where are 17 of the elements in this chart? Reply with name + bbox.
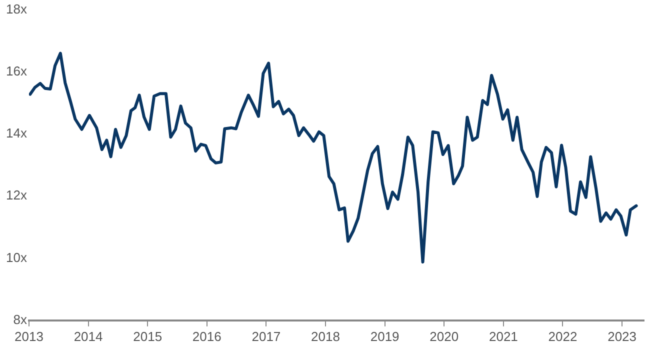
x-tick-label: 2021: [488, 328, 518, 344]
x-tick-label: 2022: [548, 328, 578, 344]
y-tick-label: 10x: [6, 250, 28, 265]
y-tick-label: 8x: [13, 312, 28, 327]
x-tick-label: 2016: [192, 328, 222, 344]
y-tick-label: 12x: [6, 188, 28, 203]
y-tick-label: 18x: [6, 1, 28, 16]
x-tick-label: 2017: [252, 328, 281, 344]
x-tick-label: 2018: [311, 328, 340, 344]
x-tick-label: 2015: [133, 328, 162, 344]
x-tick-label: 2020: [430, 328, 459, 344]
x-tick-label: 2023: [608, 328, 637, 344]
y-tick-label: 14x: [6, 126, 28, 141]
y-tick-label: 16x: [6, 64, 28, 78]
x-tick-label: 2019: [370, 328, 400, 344]
x-tick-label: 2014: [74, 328, 103, 344]
x-tick-label: 2013: [14, 328, 44, 344]
